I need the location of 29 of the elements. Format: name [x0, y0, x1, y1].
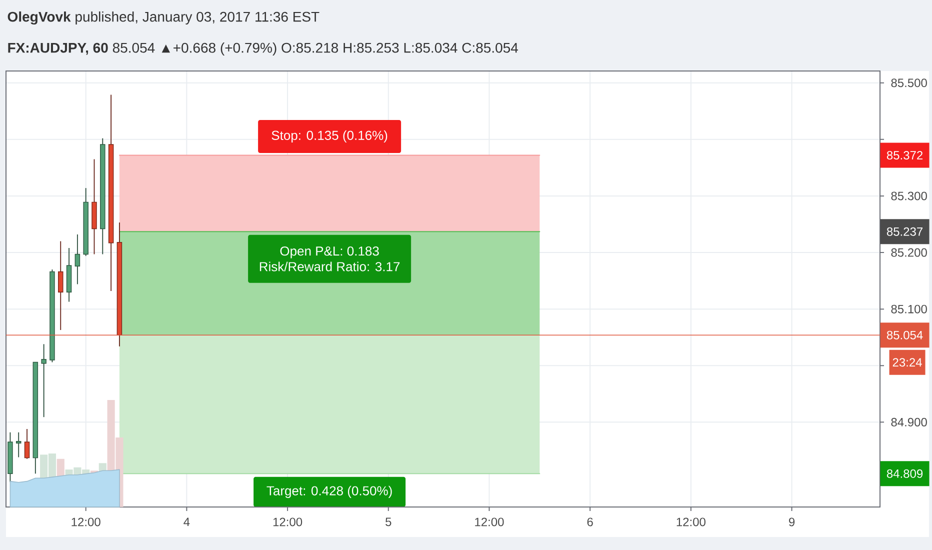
- y-tick-label: 85.100: [891, 304, 927, 314]
- candlestick: [74, 234, 80, 285]
- y-tick-label: 85.300: [891, 192, 927, 200]
- x-tick-label: 12:00: [273, 518, 302, 526]
- x-tick-label: 9: [788, 518, 795, 526]
- text: 85.372: [886, 151, 923, 160]
- annotation: Target: 0.428 (0.50%): [266, 486, 392, 498]
- annotation: Risk/Reward Ratio: 3.17: [260, 262, 400, 272]
- annotation: Open P&L: 0.183: [280, 246, 379, 258]
- candlestick: [41, 344, 46, 418]
- text: 23:24: [892, 358, 922, 367]
- x-tick-label: 5: [386, 518, 392, 526]
- y-tick-label: 85.200: [891, 248, 927, 257]
- y-tick-label: 84.900: [891, 418, 927, 426]
- annotation: Stop: 0.135 (0.16%): [272, 130, 388, 143]
- candlestick: [16, 432, 22, 458]
- x-tick-label: 4: [184, 518, 190, 526]
- x-tick-label: 12:00: [676, 518, 706, 526]
- chart-subtitle: FX:AUDJPY, 60 85.054 ▲+0.668 (+0.79%) O:85.218 H:85.253 L:85.034 C:85.054: [8, 42, 518, 56]
- x-tick-label: 12:00: [72, 518, 100, 526]
- ref-line-label: 85.054: [886, 330, 923, 340]
- x-tick-label: 12:00: [475, 518, 504, 526]
- candlestick: [24, 428, 30, 460]
- candlestick: [58, 240, 64, 330]
- text: 85.237: [886, 227, 923, 236]
- y-tick-label: 85.500: [891, 78, 927, 88]
- x-tick-label: 6: [587, 518, 593, 526]
- text: 84.809: [886, 469, 923, 478]
- chart-title: OlegVovk published, January 03, 2017 11:36 EST: [8, 11, 320, 25]
